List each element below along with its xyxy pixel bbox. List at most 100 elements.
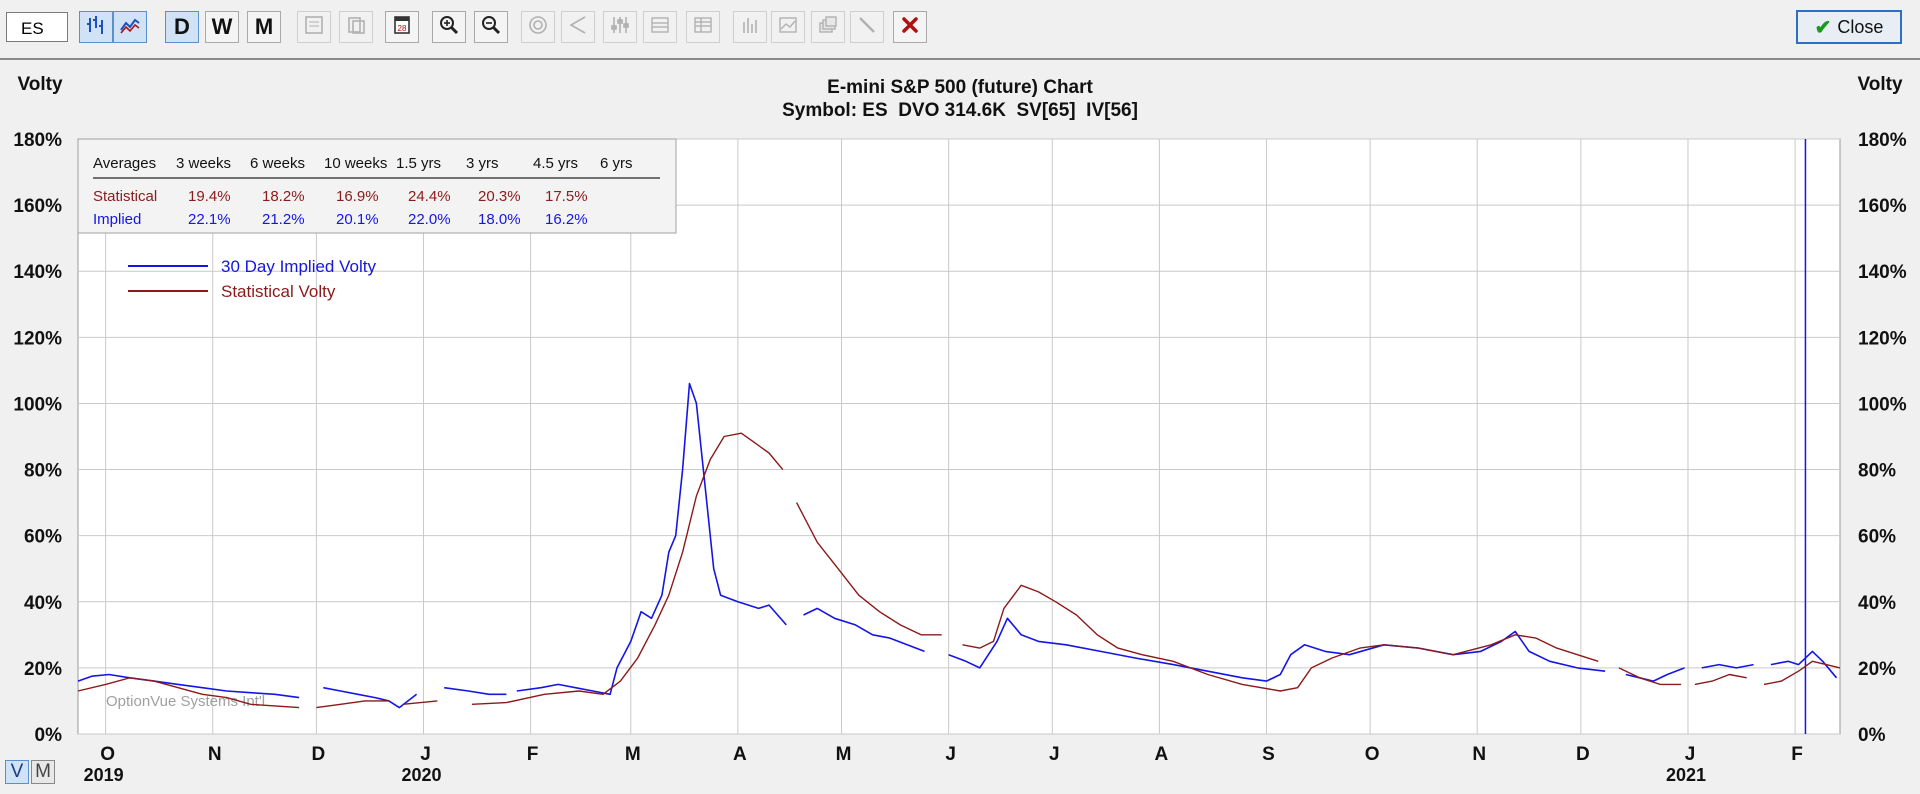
toggle-v-button[interactable]: V	[5, 760, 29, 784]
series-line-segment	[471, 432, 784, 705]
x-tick-label: A	[733, 744, 747, 765]
averages-value: 16.9%	[336, 188, 379, 205]
y-tick-label-right: 0%	[1858, 725, 1886, 746]
x-tick-label: S	[1262, 744, 1275, 765]
series-line-segment	[444, 686, 507, 696]
averages-value: 18.2%	[262, 188, 305, 205]
layers-icon	[817, 14, 839, 41]
x-tick-label: M	[836, 744, 852, 765]
x-tick-label: J	[945, 744, 956, 765]
y-tick-label-right: 120%	[1858, 328, 1907, 349]
y-axis-label-left: Volty	[17, 74, 62, 95]
plot-area	[77, 138, 1841, 735]
series-line-segment	[323, 686, 418, 709]
bar-chart-button[interactable]	[79, 11, 113, 43]
monthly-button[interactable]: M	[247, 11, 281, 43]
y-tick-label-right: 140%	[1858, 262, 1907, 283]
averages-value: 20.3%	[478, 188, 521, 205]
x-year-label: 2019	[84, 765, 124, 785]
series-line-segment	[1701, 663, 1754, 669]
layers-button[interactable]	[811, 11, 845, 43]
symbol-input[interactable]	[6, 12, 68, 42]
close-button[interactable]: ✔ Close	[1796, 10, 1902, 44]
target-icon	[527, 14, 549, 41]
line-chart-button[interactable]	[113, 11, 147, 43]
averages-header: 3 yrs	[466, 155, 499, 172]
chart-icon	[777, 14, 799, 41]
y-tick-label-right: 80%	[1858, 461, 1896, 482]
toolbar: DWM 28 ✔ Close	[0, 0, 1920, 56]
x-tick-label: D	[1576, 744, 1590, 765]
x-year-label: 2021	[1666, 765, 1706, 785]
y-tick-label-right: 160%	[1858, 196, 1907, 217]
averages-value: 18.0%	[478, 211, 521, 228]
weekly-button-label: W	[211, 14, 233, 39]
y-tick-label-right: 20%	[1858, 659, 1896, 680]
calendar-button[interactable]: 28	[385, 11, 419, 43]
y-tick-label-left: 100%	[13, 394, 62, 415]
legend-entry: Statistical Volty	[221, 282, 336, 301]
grid-button[interactable]	[643, 11, 677, 43]
series-line-segment	[402, 700, 438, 705]
x-tick-label: F	[1791, 744, 1803, 765]
averages-row-label: Statistical	[93, 188, 157, 205]
bars-icon	[739, 14, 761, 41]
chart-button[interactable]	[771, 11, 805, 43]
x-tick-label: A	[1155, 744, 1169, 765]
averages-row-label: Implied	[93, 211, 141, 228]
averages-header: 4.5 yrs	[533, 155, 578, 172]
y-tick-label-left: 20%	[24, 659, 62, 680]
series-line-segment	[1694, 673, 1747, 686]
series-line-segment	[1763, 660, 1841, 686]
pointer-button[interactable]	[561, 11, 595, 43]
y-tick-label-right: 180%	[1858, 130, 1907, 151]
daily-button[interactable]: D	[165, 11, 199, 43]
y-axis-label-right: Volty	[1857, 74, 1902, 95]
x-tick-label: J	[420, 744, 431, 765]
averages-value: 19.4%	[188, 188, 231, 205]
y-tick-label-right: 100%	[1858, 394, 1907, 415]
averages-header: Averages	[93, 155, 156, 172]
tool2-icon	[345, 14, 367, 41]
weekly-button[interactable]: W	[205, 11, 239, 43]
chart-subtitle: Symbol: ES DVO 314.6K SV[65] IV[56]	[782, 100, 1138, 121]
series-line-segment	[1625, 667, 1685, 682]
pen-icon	[856, 14, 878, 41]
delete-button[interactable]	[893, 11, 927, 43]
averages-header: 6 yrs	[600, 155, 633, 172]
series-line-segment	[803, 607, 925, 653]
y-tick-label-left: 120%	[13, 328, 62, 349]
averages-header: 3 weeks	[176, 155, 231, 172]
zoom-out-button[interactable]	[474, 11, 508, 43]
chart-panel: 0% 0% 20% 20% 40% 40% 60% 60% 80% 80% 100% 100% 120%…	[0, 58, 1920, 792]
x-tick-label: J	[1685, 744, 1696, 765]
delete-icon	[899, 14, 921, 41]
bar-chart-icon	[85, 14, 107, 41]
averages-value: 22.1%	[188, 211, 231, 228]
svg-text:28: 28	[398, 24, 407, 33]
y-tick-label-left: 160%	[13, 196, 62, 217]
view-toggle: V M	[5, 760, 55, 784]
target-button[interactable]	[521, 11, 555, 43]
grid2-button[interactable]	[686, 11, 720, 43]
monthly-button-label: M	[254, 14, 274, 39]
volatility-chart[interactable]: 0% 0% 20% 20% 40% 40% 60% 60% 80% 80% 100% 100% 120%…	[0, 60, 1920, 794]
tool2-button[interactable]	[339, 11, 373, 43]
tool1-button[interactable]	[297, 11, 331, 43]
pointer-icon	[567, 14, 589, 41]
toggle-m-button[interactable]: M	[31, 760, 55, 784]
series-line-segment	[516, 382, 787, 696]
zoom-in-button[interactable]	[432, 11, 466, 43]
x-tick-label: N	[208, 744, 222, 765]
y-tick-label-left: 140%	[13, 262, 62, 283]
x-tick-label: M	[625, 744, 641, 765]
averages-table-box	[77, 138, 677, 234]
grid-icon	[649, 14, 671, 41]
averages-value: 16.2%	[545, 211, 588, 228]
averages-header: 1.5 yrs	[396, 155, 441, 172]
sliders-button[interactable]	[603, 11, 637, 43]
close-label: Close	[1837, 16, 1884, 37]
y-tick-label-left: 60%	[24, 527, 62, 548]
pen-button[interactable]	[850, 11, 884, 43]
bars-button[interactable]	[733, 11, 767, 43]
